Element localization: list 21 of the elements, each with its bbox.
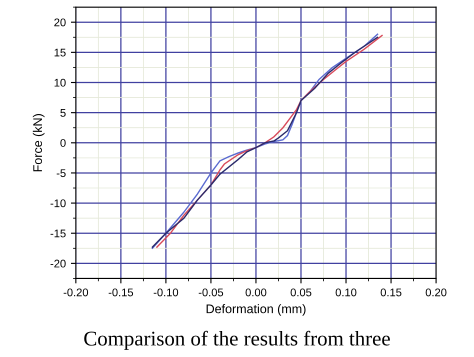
x-tick-label: 0.10 [336,288,356,296]
y-tick-label: 0 [60,139,66,147]
y-tick-label: -15 [50,230,66,238]
text: Comparison of the results from three [84,330,390,350]
x-tick-label: 0.15 [380,288,402,296]
x-tick-label: -0.05 [198,288,224,296]
x-tick-label: 0.00 [246,288,266,296]
y-tick-label: 20 [54,18,66,26]
y-tick-label: -10 [50,199,66,208]
y-axis-title: Force (kN) [32,114,44,172]
y-tick-label: -5 [56,169,66,178]
x-tick-label: 0.05 [290,288,312,296]
x-tick-label: -0.15 [108,288,134,296]
x-tick-label: -0.10 [154,288,178,296]
x-tick-label: -0.20 [64,288,88,296]
x-axis-title: Deformation (mm) [206,304,306,316]
y-tick-label: 5 [60,109,66,117]
y-tick-label: -20 [50,260,66,268]
y-tick-label: 10 [54,78,66,87]
y-tick-label: 15 [54,48,66,56]
x-tick-label: 0.20 [426,288,446,296]
